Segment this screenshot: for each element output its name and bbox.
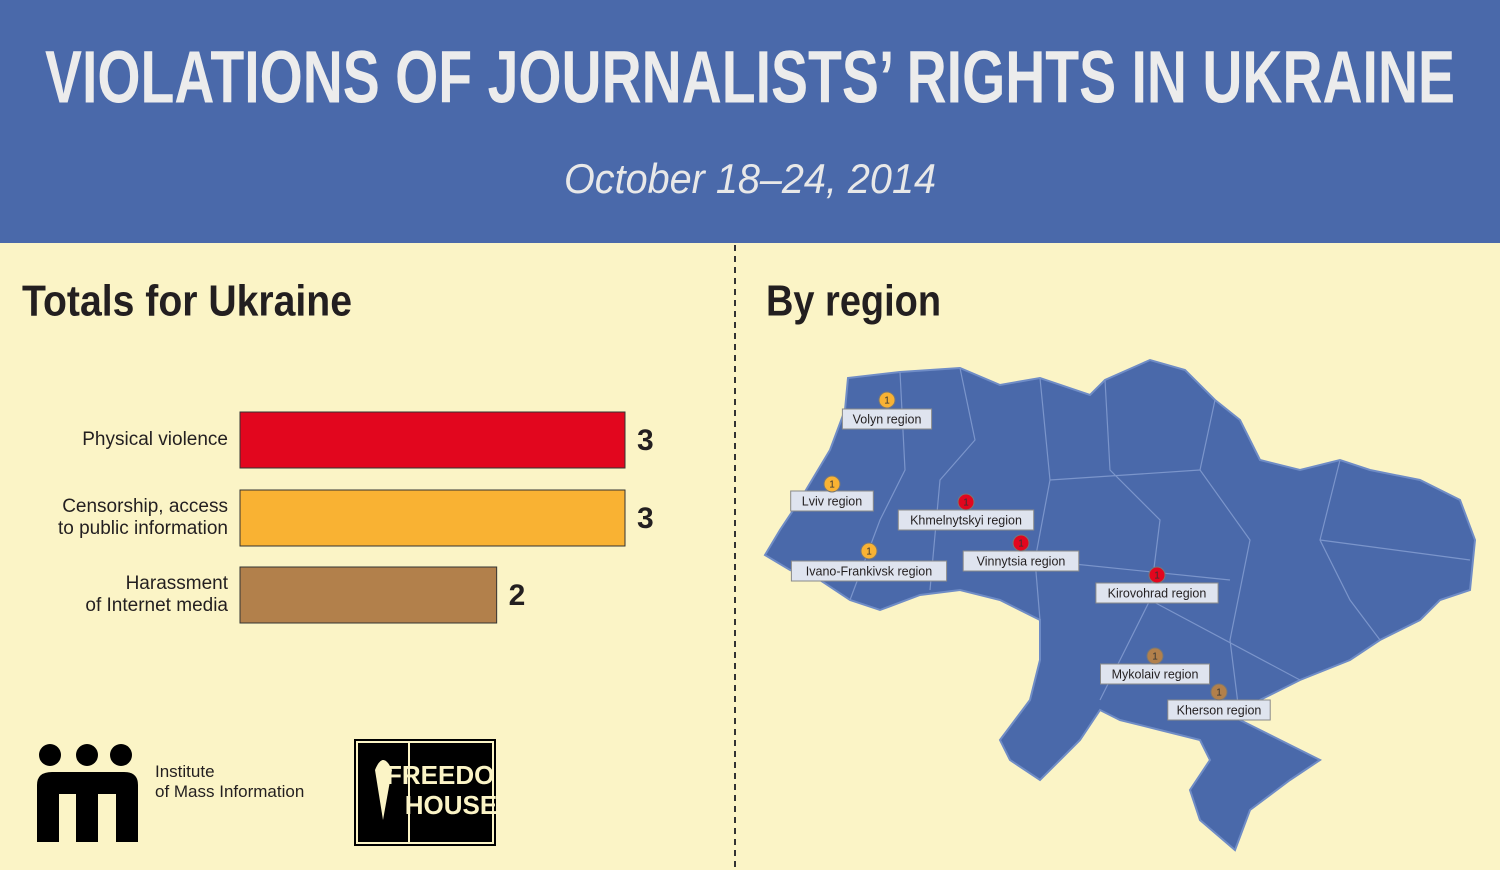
region-marker bbox=[878, 391, 896, 409]
region-count: 1 bbox=[963, 498, 969, 509]
region-label-box bbox=[841, 408, 933, 430]
region-label: Lviv region bbox=[802, 494, 862, 508]
region-marker bbox=[1210, 683, 1228, 701]
value-label: 3 bbox=[637, 502, 654, 535]
region-marker bbox=[1012, 534, 1030, 552]
imi-name: Institute of Mass Information bbox=[155, 763, 304, 802]
region-label: Vinnytsia region bbox=[977, 554, 1066, 568]
region-count: 1 bbox=[1152, 652, 1158, 663]
region-borders bbox=[849, 367, 1471, 721]
bar-label: Harassment of Internet media bbox=[85, 573, 228, 616]
bar bbox=[239, 566, 498, 624]
bar bbox=[239, 489, 626, 547]
imi-logo: Institute of Mass Information bbox=[37, 744, 304, 842]
ukraine-map bbox=[763, 358, 1477, 852]
region-label: Kirovohrad region bbox=[1108, 586, 1207, 600]
map-outline bbox=[763, 358, 1477, 852]
region-marker bbox=[1148, 566, 1166, 584]
header-band bbox=[0, 0, 1500, 243]
region-count: 1 bbox=[829, 480, 835, 491]
region-label: Kherson region bbox=[1177, 703, 1262, 717]
bar-label: Physical violence bbox=[82, 429, 228, 450]
region-label: Khmelnytskyi region bbox=[910, 513, 1022, 527]
region-marker bbox=[823, 475, 841, 493]
title: VIOLATIONS OF JOURNALISTS’ RIGHTS IN UKR… bbox=[45, 36, 1455, 119]
region-count: 1 bbox=[1154, 571, 1160, 582]
region-label: Volyn region bbox=[853, 412, 922, 426]
value-label: 3 bbox=[637, 424, 654, 457]
freedom-house-name: FREEDOM HOUSE bbox=[386, 760, 516, 820]
value-label: 2 bbox=[509, 579, 526, 612]
region-marker bbox=[860, 542, 878, 560]
freedom-house-logo: FREEDOM HOUSE bbox=[354, 739, 516, 846]
bar-label: Censorship, access to public information bbox=[58, 496, 228, 539]
region-count: 1 bbox=[1018, 539, 1024, 550]
section-title: By region bbox=[766, 277, 941, 326]
region-count: 1 bbox=[884, 396, 890, 407]
region-label-box bbox=[790, 560, 948, 582]
region-marker bbox=[957, 493, 975, 511]
region-count: 1 bbox=[866, 547, 872, 558]
region-count: 1 bbox=[1216, 688, 1222, 699]
region-marker bbox=[1146, 647, 1164, 665]
region-label: Ivano-Frankivsk region bbox=[806, 564, 932, 578]
subtitle: October 18–24, 2014 bbox=[564, 155, 936, 202]
region-label: Mykolaiv region bbox=[1112, 667, 1199, 681]
bar bbox=[239, 411, 626, 469]
section-title: Totals for Ukraine bbox=[22, 277, 352, 326]
